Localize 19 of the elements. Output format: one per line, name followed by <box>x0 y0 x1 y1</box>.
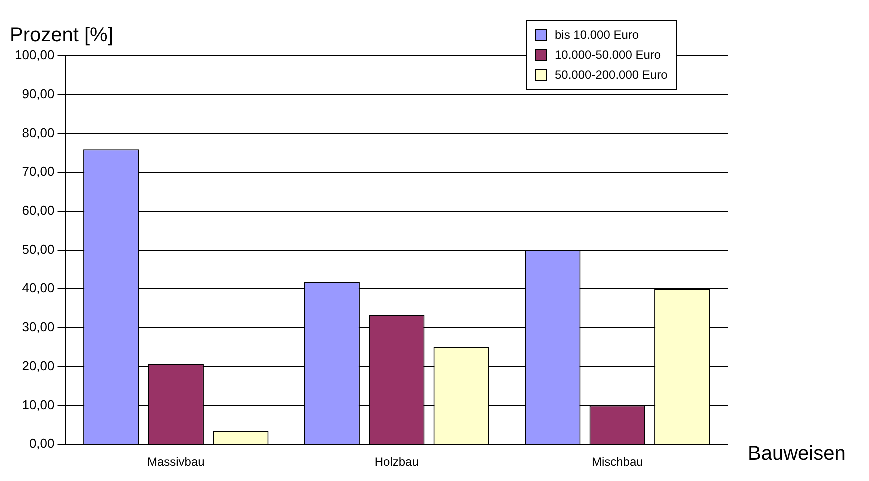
x-tick-label: Mischbau <box>592 455 644 470</box>
y-tick-label: 70,00 <box>22 164 55 180</box>
y-tick-label: 10,00 <box>22 397 55 412</box>
legend-label: bis 10.000 Euro <box>555 27 640 44</box>
x-tick-label: Massivbau <box>147 455 205 470</box>
y-axis-title: Prozent [%] <box>10 24 114 47</box>
y-tick-label: 80,00 <box>22 125 55 140</box>
y-tick-label: 20,00 <box>22 358 55 374</box>
y-tick-label: 50,00 <box>22 242 55 257</box>
y-tick-label: 60,00 <box>22 203 55 218</box>
y-tick-label: 30,00 <box>22 320 55 335</box>
y-tick-label: 100,00 <box>14 48 55 63</box>
y-tick-label: 40,00 <box>22 280 55 296</box>
legend-label: 50.000-200.000 Euro <box>555 67 668 84</box>
x-tick-label: Holzbau <box>374 455 419 470</box>
x-axis-title: Bauweisen <box>748 443 846 466</box>
legend-label: 10.000-50.000 Euro <box>555 47 662 64</box>
y-tick-label: 90,00 <box>22 86 55 102</box>
y-tick-label: 0,00 <box>29 436 55 452</box>
